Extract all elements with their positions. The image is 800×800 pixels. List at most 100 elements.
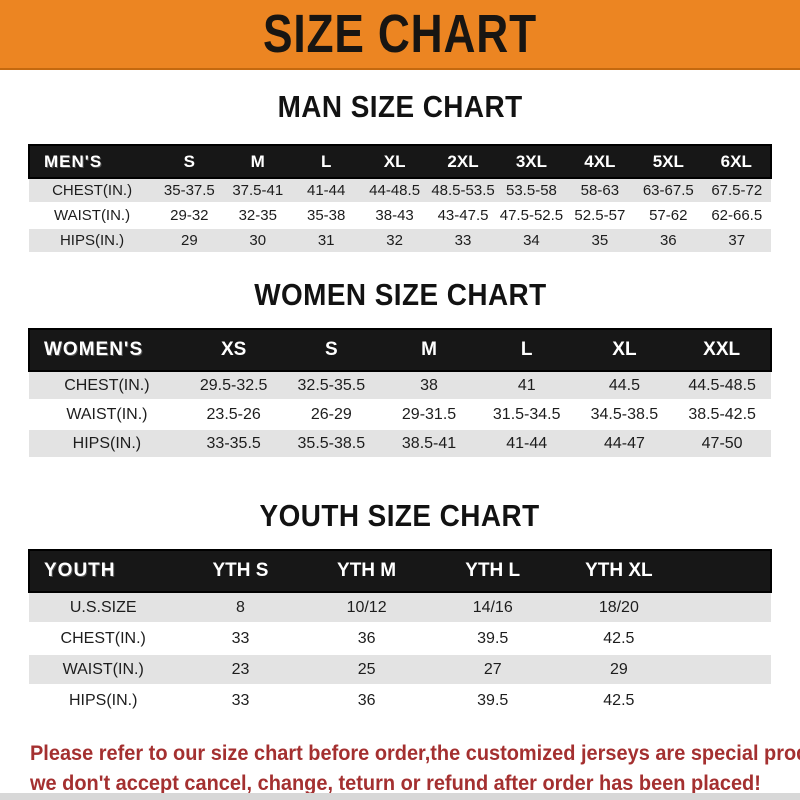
- cell-value: 33: [454, 232, 472, 249]
- section-heading-text: WOMEN SIZE CHART: [253, 277, 547, 312]
- cell-value: 41: [517, 376, 536, 394]
- cell-value: 23: [231, 660, 250, 678]
- table-row: WAIST(IN.) 23.5-26 26-29 29-31.5 31.5-34.5 34…: [29, 400, 771, 429]
- row-label: WAIST(IN.): [66, 405, 148, 423]
- row-label: HIPS(IN.): [59, 232, 125, 249]
- column-header: YTH M: [337, 560, 397, 581]
- cell-value: 33: [231, 691, 250, 709]
- cell-value: 47.5-52.5: [499, 207, 564, 224]
- column-header: L: [320, 151, 332, 171]
- cell-value: 33-35.5: [206, 434, 261, 452]
- cell-value: 32: [386, 232, 403, 249]
- column-header: YTH S: [212, 560, 269, 581]
- cell-value: 29-32: [170, 207, 209, 224]
- cell-value: 29-31.5: [401, 405, 457, 423]
- column-header: S: [183, 151, 195, 171]
- cell-value: 35-38: [306, 207, 346, 224]
- cell-value: 35-37.5: [163, 182, 215, 199]
- column-header: YTH XL: [585, 560, 653, 581]
- column-header: 3XL: [515, 151, 548, 171]
- cell-value: 37: [728, 232, 746, 249]
- row-label: U.S.SIZE: [69, 598, 137, 616]
- cell-value: 43-47.5: [437, 207, 489, 224]
- row-label: HIPS(IN.): [72, 434, 142, 452]
- column-header: 6XL: [720, 151, 752, 171]
- column-header: XL: [383, 151, 406, 171]
- cell-value: 31.5-34.5: [492, 405, 561, 423]
- section-heading: MAN SIZE CHART: [28, 90, 772, 124]
- cell-value: 35: [591, 232, 609, 249]
- size-table: WOMEN'S XS S M L XL XXL CHEST(IN.) 29.5-32.5 32.5…: [28, 328, 772, 459]
- filler-cell: [682, 592, 771, 623]
- column-header: 4XL: [584, 151, 616, 171]
- cell-value: 44-47: [603, 434, 645, 452]
- filler-cell: [682, 623, 771, 654]
- column-header: 2XL: [447, 151, 479, 171]
- cell-value: 42.5: [603, 691, 635, 709]
- cell-value: 38: [420, 376, 438, 394]
- row-label: WAIST(IN.): [62, 660, 144, 678]
- cell-value: 8: [236, 598, 245, 616]
- cell-value: 58-63: [580, 182, 620, 199]
- cell-value: 38.5-42.5: [688, 405, 756, 423]
- column-header: YTH L: [465, 560, 521, 581]
- cell-value: 36: [659, 232, 677, 249]
- table-row: U.S.SIZE 8 10/12 14/16 18/20: [29, 592, 771, 623]
- table-row: WAIST(IN.) 29-32 32-35 35-38 38-43 43-47.5 47.…: [29, 203, 771, 228]
- row-label: CHEST(IN.): [64, 376, 150, 394]
- column-header: XXL: [703, 339, 741, 360]
- column-header: XL: [612, 339, 637, 360]
- cell-value: 44-48.5: [369, 182, 421, 199]
- table-row: HIPS(IN.) 33 36 39.5 42.5: [29, 685, 771, 716]
- cell-value: 29.5-32.5: [199, 376, 268, 394]
- table-group-label: YOUTH: [44, 560, 116, 581]
- table-row: CHEST(IN.) 35-37.5 37.5-41 41-44 44-48.5 48.5…: [29, 178, 771, 203]
- size-table: YOUTH YTH S YTH M YTH L YTH XL U.S.SIZE 8 10/12…: [28, 549, 772, 717]
- row-label: CHEST(IN.): [60, 629, 146, 647]
- cell-value: 25: [357, 660, 376, 678]
- cell-value: 44.5-48.5: [688, 376, 756, 394]
- cell-value: 67.5-72: [711, 182, 763, 199]
- cell-value: 52.5-57: [574, 207, 626, 224]
- table-header-row: YOUTH YTH S YTH M YTH L YTH XL: [29, 550, 771, 592]
- cell-value: 36: [357, 691, 376, 709]
- cell-value: 32-35: [238, 207, 277, 224]
- row-label: CHEST(IN.): [52, 182, 133, 199]
- section-heading-text: YOUTH SIZE CHART: [259, 498, 541, 533]
- cell-value: 27: [483, 660, 502, 678]
- table-group-label: WOMEN'S: [44, 339, 144, 360]
- table-row: HIPS(IN.) 29 30 31 32 33 34 35 36 37: [29, 228, 771, 253]
- women-size-chart-section: WOMEN SIZE CHART WOMEN'S XS S M L XL XXL CHEST(I…: [28, 278, 772, 459]
- bottom-border-strip: [0, 793, 800, 800]
- cell-value: 26-29: [310, 405, 352, 423]
- disclaimer: Please refer to our size chart before or…: [30, 739, 800, 799]
- row-label: WAIST(IN.): [54, 207, 131, 224]
- cell-value: 35.5-38.5: [297, 434, 366, 452]
- banner-title: SIZE CHART: [233, 7, 567, 61]
- column-header: L: [520, 339, 533, 360]
- cell-value: 31: [317, 232, 335, 249]
- cell-value: 38.5-41: [401, 434, 457, 452]
- cell-value: 39.5: [477, 691, 509, 709]
- cell-value: 23.5-26: [206, 405, 261, 423]
- table-row: HIPS(IN.) 33-35.5 35.5-38.5 38.5-41 41-44 44-…: [29, 429, 771, 458]
- cell-value: 33: [231, 629, 250, 647]
- cell-value: 10/12: [346, 598, 387, 616]
- cell-value: 39.5: [477, 629, 509, 647]
- size-table: MEN'S S M L XL 2XL 3XL 4XL 5XL 6XL CHEST(IN.) 35-37…: [28, 144, 772, 254]
- table-header-row: MEN'S S M L XL 2XL 3XL 4XL 5XL 6XL: [29, 145, 771, 178]
- cell-value: 41-44: [306, 182, 346, 199]
- cell-value: 29: [180, 232, 198, 249]
- cell-value: 57-62: [649, 207, 688, 224]
- youth-size-chart-section: YOUTH SIZE CHART YOUTH YTH S YTH M YTH L YTH …: [28, 499, 772, 717]
- banner-title-text: SIZE CHART: [263, 4, 537, 64]
- cell-value: 18/20: [598, 598, 639, 616]
- column-header: M: [250, 151, 265, 171]
- filler-cell: [682, 654, 771, 685]
- cell-value: 47-50: [701, 434, 743, 452]
- cell-value: 53.5-58: [506, 182, 557, 199]
- table-row: WAIST(IN.) 23 25 27 29: [29, 654, 771, 685]
- cell-value: 30: [249, 232, 267, 249]
- filler-cell: [682, 685, 771, 716]
